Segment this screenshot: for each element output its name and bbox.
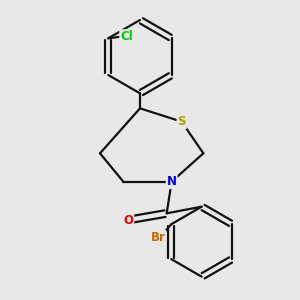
- Text: S: S: [177, 115, 186, 128]
- Text: N: N: [167, 175, 177, 188]
- Text: O: O: [123, 214, 133, 226]
- Text: Cl: Cl: [120, 30, 133, 43]
- Text: Br: Br: [151, 231, 166, 244]
